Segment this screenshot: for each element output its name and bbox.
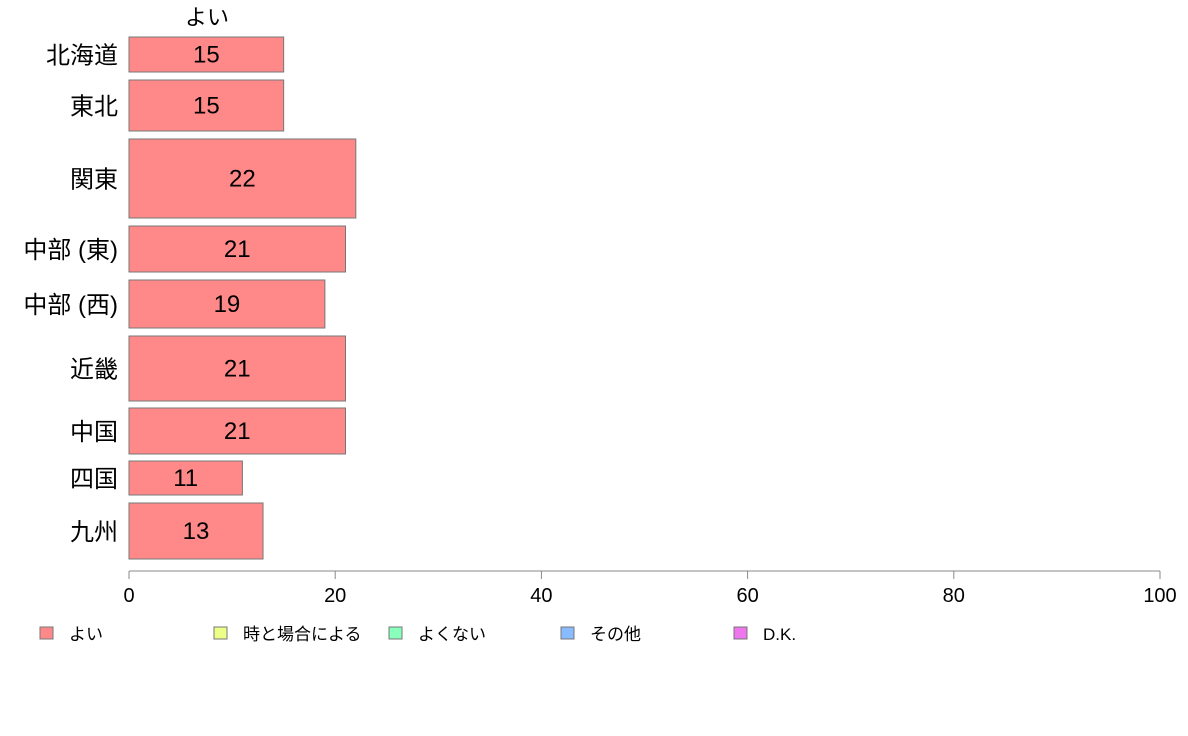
legend-label: D.K. <box>763 625 796 644</box>
legend-item: 時と場合による <box>213 625 362 644</box>
x-tick-label: 20 <box>324 585 346 607</box>
legend-swatch <box>560 626 575 640</box>
category-label: 東北 <box>70 94 118 121</box>
category-label: 中国 <box>70 419 118 446</box>
category-label: 中部 (西) <box>23 292 118 319</box>
bar-value-label: 13 <box>183 518 210 545</box>
category-label: 九州 <box>70 519 118 546</box>
x-axis: 0 20 40 60 80 100 <box>123 570 1177 607</box>
x-tick-label: 40 <box>530 585 552 607</box>
legend-item: よくない <box>388 625 486 644</box>
x-tick-label: 60 <box>736 585 758 607</box>
bar-value-label: 21 <box>224 356 251 383</box>
legend-swatch <box>213 626 228 640</box>
legend-label: よい <box>69 625 103 644</box>
legend-swatch <box>733 626 748 640</box>
bar <box>128 460 243 496</box>
legend-swatch <box>39 626 54 640</box>
bar-value-label: 15 <box>193 42 220 69</box>
bars-group: 北海道 15 東北 15 関東 22 中部 (東) 21 中部 (西) 19 近畿 21 中国 21 四国 1… <box>23 36 357 560</box>
bar <box>128 502 264 560</box>
bar <box>128 407 347 455</box>
x-tick-label: 0 <box>123 585 134 607</box>
bar <box>128 79 285 132</box>
bar <box>128 279 326 329</box>
bar <box>128 335 347 402</box>
bar-value-label: 21 <box>224 236 251 263</box>
legend-swatch <box>388 626 403 640</box>
category-label: 中部 (東) <box>23 237 118 264</box>
bar <box>128 138 357 219</box>
legend-label: 時と場合による <box>243 625 362 644</box>
category-label: 近畿 <box>70 357 118 384</box>
category-label: 四国 <box>70 466 118 493</box>
category-label: 関東 <box>70 167 118 194</box>
bar-value-label: 21 <box>224 418 251 445</box>
bar-value-label: 22 <box>229 166 256 193</box>
bar-value-label: 15 <box>193 93 220 120</box>
legend-item: D.K. <box>733 625 796 644</box>
bar <box>128 36 285 73</box>
bar-value-label: 19 <box>214 291 241 318</box>
series-header-label: よい <box>185 5 229 30</box>
x-tick-label: 80 <box>943 585 965 607</box>
bar <box>128 225 347 273</box>
legend: よい 時と場合による よくない その他 D.K. <box>39 625 796 644</box>
legend-item: その他 <box>560 625 641 644</box>
bar-value-label: 11 <box>173 465 198 492</box>
category-label: 北海道 <box>46 43 118 70</box>
legend-label: よくない <box>418 625 486 644</box>
legend-label: その他 <box>590 625 641 644</box>
legend-item: よい <box>39 625 103 644</box>
x-tick-label: 100 <box>1143 585 1176 607</box>
